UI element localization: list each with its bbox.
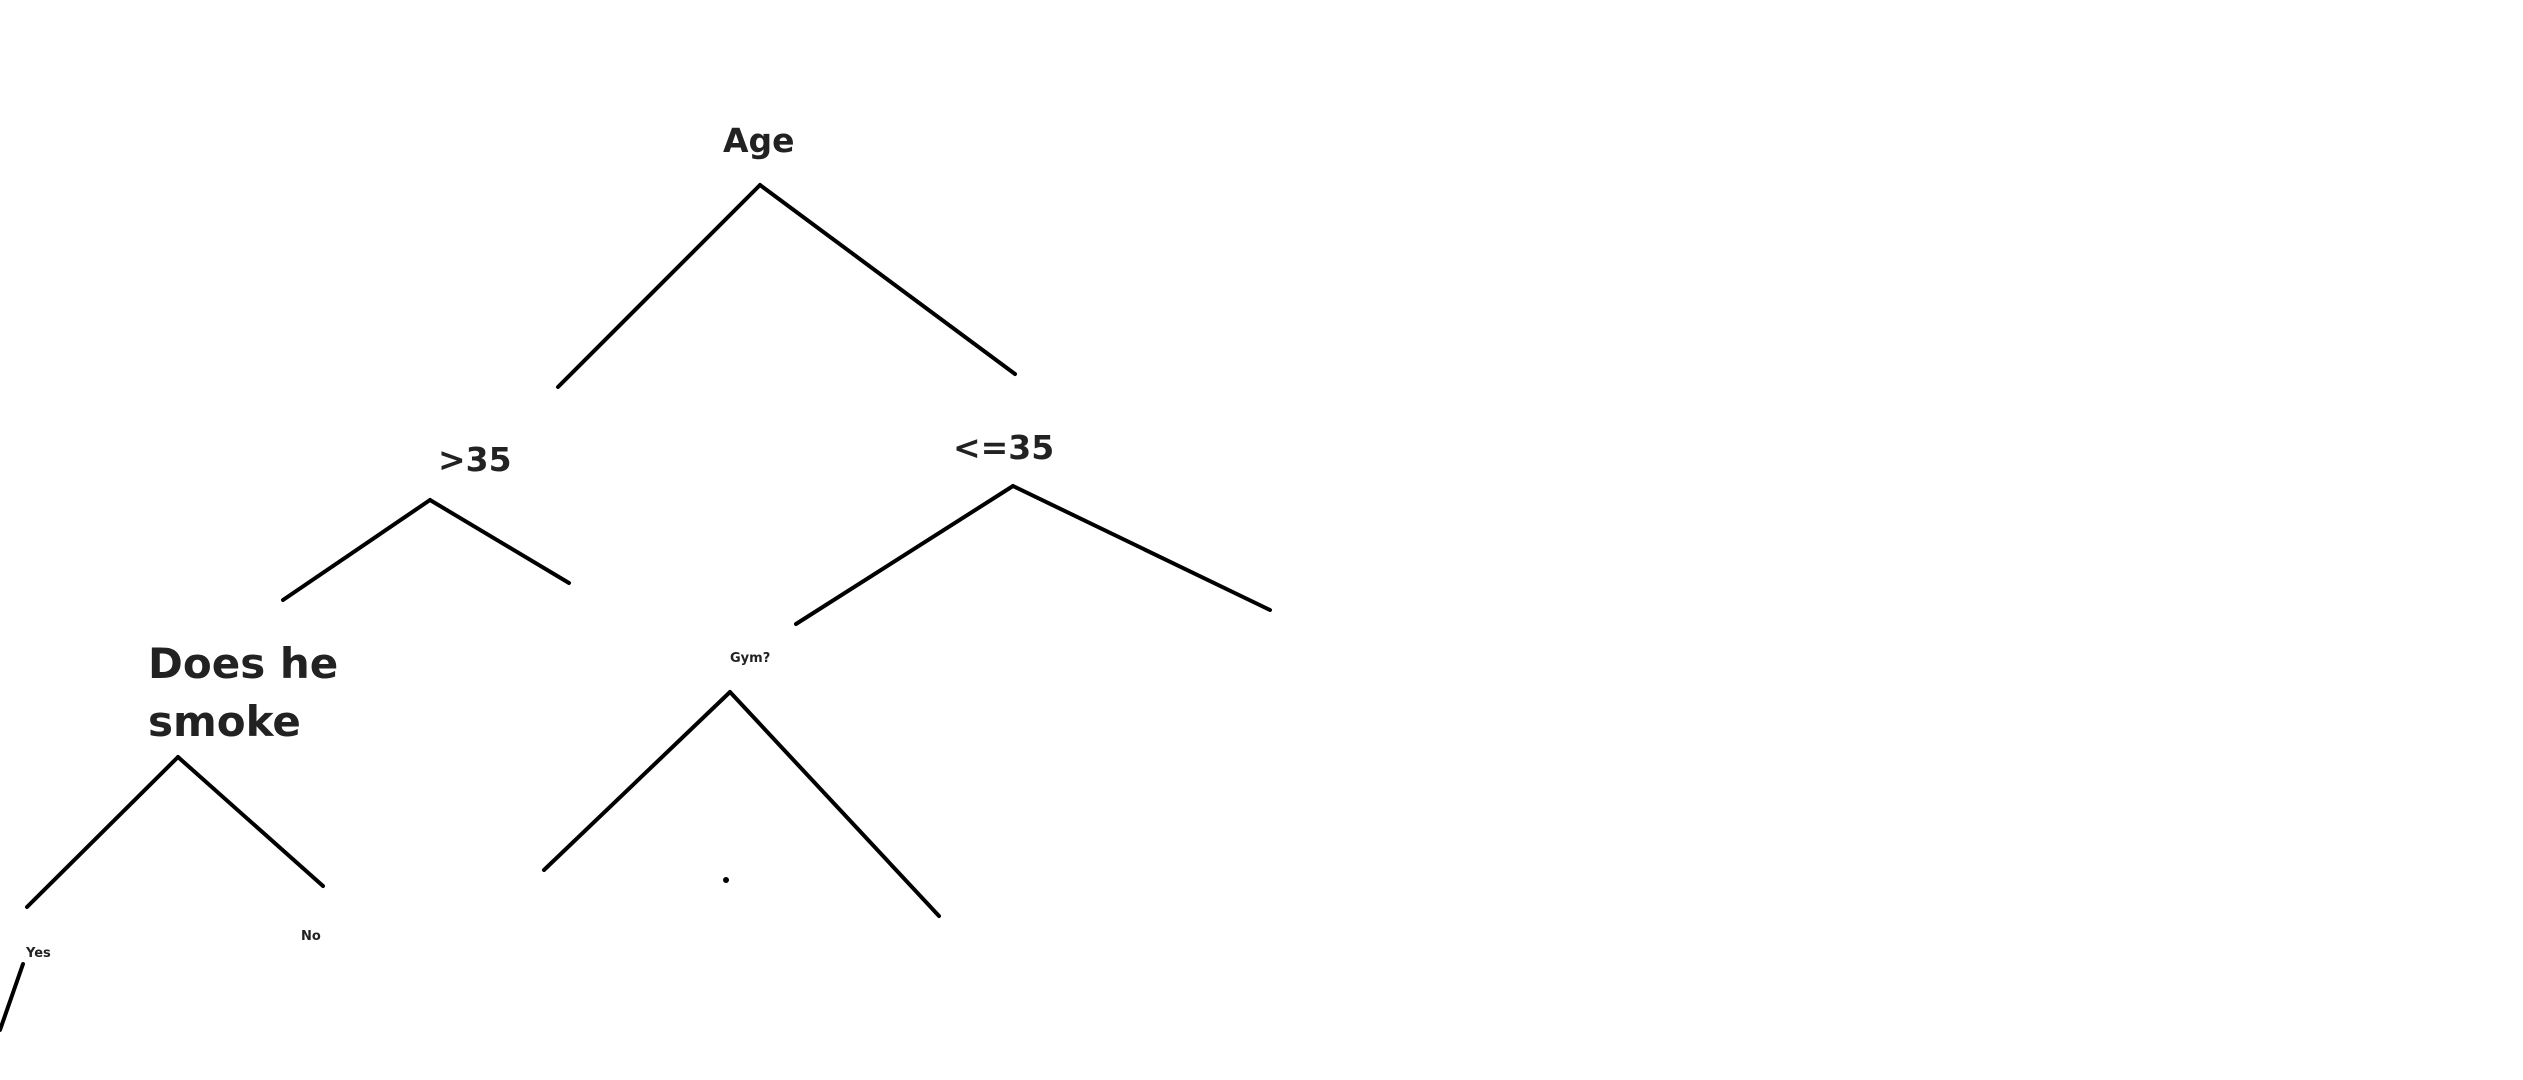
edge-age-right [758, 183, 1017, 376]
node-age-le35: <=35 [953, 428, 1054, 467]
edge-smoke-right [176, 755, 325, 888]
node-gym: Gym? [730, 651, 770, 666]
edge-gym-left [542, 690, 732, 872]
edge-le35-left [794, 484, 1015, 626]
edge-gt35-right [428, 498, 571, 585]
node-age: Age [723, 121, 795, 160]
node-age-gt35: >35 [438, 440, 512, 479]
node-smoke-line1: Does he [148, 639, 338, 688]
edge-yes-down [0, 962, 25, 1032]
tree-edges [0, 183, 1272, 1032]
edge-gym-right [728, 690, 941, 918]
edge-age-left [556, 183, 762, 389]
node-yes: Yes [25, 946, 51, 961]
edge-smoke-left [25, 755, 180, 909]
node-no: No [301, 929, 321, 944]
dot-marker [723, 877, 729, 883]
edge-le35-right [1011, 484, 1272, 612]
node-smoke-line2: smoke [148, 697, 301, 746]
edge-gt35-left [281, 498, 432, 602]
